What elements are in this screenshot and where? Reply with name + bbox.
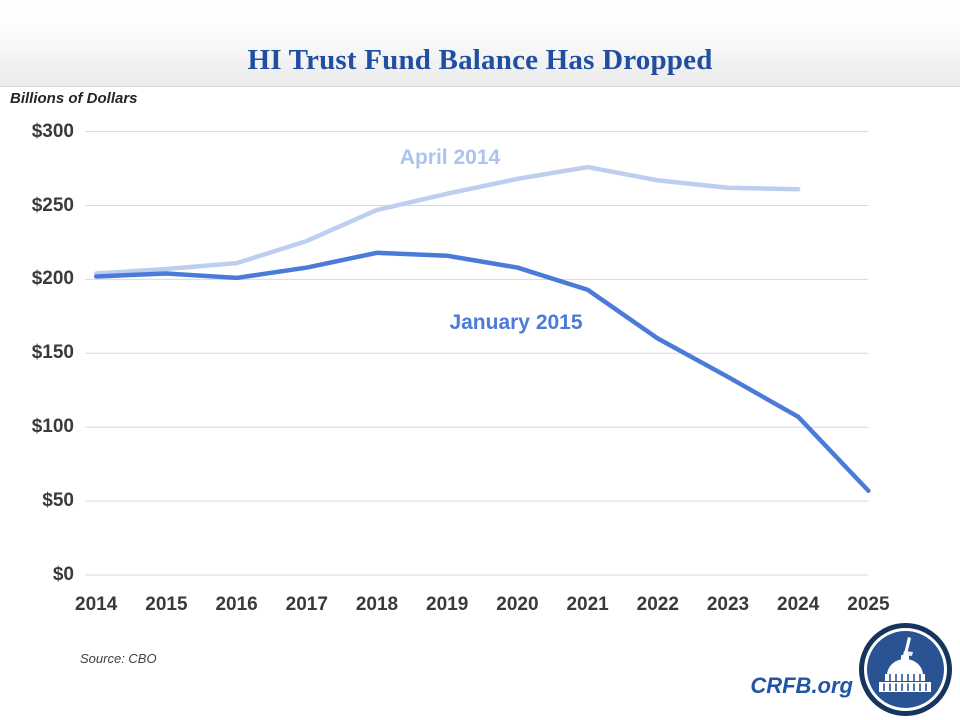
x-tick-label-2023: 2023 (706, 594, 750, 615)
x-tick-label-2021: 2021 (566, 594, 609, 615)
y-tick-label-300: $300 (31, 120, 74, 142)
series-line-april-2014 (93, 164, 801, 276)
x-tick-label-2014: 2014 (75, 594, 118, 615)
y-tick-label-200: $200 (31, 268, 74, 290)
x-tick-label-2016: 2016 (215, 594, 258, 615)
header-band (0, 0, 960, 87)
x-tick-label-2017: 2017 (285, 594, 328, 615)
page-title: HI Trust Fund Balance Has Dropped (247, 44, 713, 76)
series-label-january-2015: January 2015 (449, 311, 583, 334)
y-tick-label-150: $150 (31, 342, 74, 364)
x-tick-label-2024: 2024 (777, 594, 820, 615)
y-axis-unit-label: Billions of Dollars (10, 90, 138, 107)
series-line-january-2015 (93, 250, 871, 494)
x-tick-label-2019: 2019 (426, 594, 469, 615)
brand-link[interactable]: CRFB.org (750, 673, 853, 698)
x-tick-label-2015: 2015 (145, 594, 188, 615)
x-tick-label-2022: 2022 (636, 594, 679, 615)
x-tick-label-2018: 2018 (355, 594, 399, 615)
series-label-april-2014: April 2014 (399, 146, 501, 169)
y-tick-label-250: $250 (31, 194, 74, 216)
capitol-building-icon (859, 623, 952, 716)
x-tick-label-2020: 2020 (496, 594, 539, 615)
y-tick-label-0: $0 (52, 564, 74, 585)
y-tick-label-50: $50 (42, 490, 74, 512)
x-tick-label-2025: 2025 (847, 594, 890, 615)
y-tick-label-100: $100 (31, 416, 74, 438)
source-note: Source: CBO (80, 651, 157, 666)
